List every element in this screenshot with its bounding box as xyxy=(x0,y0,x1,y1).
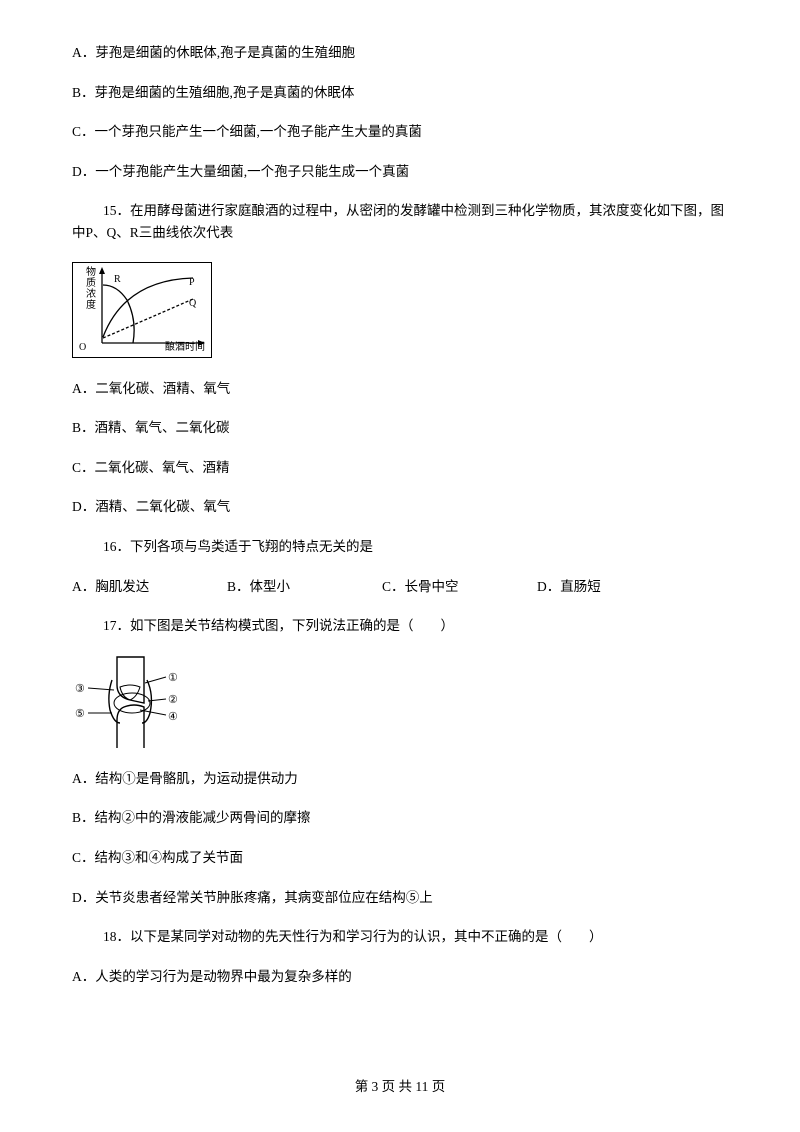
q16-option-b: B．体型小 xyxy=(227,576,382,598)
q15-option-c: C．二氧化碳、氧气、酒精 xyxy=(72,457,728,479)
q14-option-a: A．芽孢是细菌的休眠体,孢子是真菌的生殖细胞 xyxy=(72,42,728,64)
q17-option-d: D．关节炎患者经常关节肿胀疼痛，其病变部位应在结构⑤上 xyxy=(72,887,728,909)
page-content: A．芽孢是细菌的休眠体,孢子是真菌的生殖细胞 B．芽孢是细菌的生殖细胞,孢子是真… xyxy=(0,0,800,987)
q16-stem: 16．下列各项与鸟类适于飞翔的特点无关的是 xyxy=(72,536,728,558)
q16-option-d: D．直肠短 xyxy=(537,576,601,598)
joint-label-4: ④ xyxy=(168,709,178,727)
q16-option-a: A．胸肌发达 xyxy=(72,576,227,598)
graph-x-axis-label: 酿酒时间 xyxy=(165,340,205,356)
q15-graph: 物 质 浓 度 P Q R O 酿酒时间 xyxy=(72,262,212,358)
q14-option-c: C．一个芽孢只能产生一个细菌,一个孢子能产生大量的真菌 xyxy=(72,121,728,143)
graph-origin-label: O xyxy=(79,340,86,356)
q17-stem: 17．如下图是关节结构模式图，下列说法正确的是（ ） xyxy=(72,615,728,637)
page-footer: 第 3 页 共 11 页 xyxy=(0,1076,800,1098)
q18-option-a: A．人类的学习行为是动物界中最为复杂多样的 xyxy=(72,966,728,988)
q15-stem-text: 15．在用酵母菌进行家庭酿酒的过程中，从密闭的发酵罐中检测到三种化学物质，其浓度… xyxy=(72,200,728,243)
q17-option-a: A．结构①是骨骼肌，为运动提供动力 xyxy=(72,768,728,790)
q17-option-b: B．结构②中的滑液能减少两骨间的摩擦 xyxy=(72,807,728,829)
joint-label-5: ⑤ xyxy=(75,706,85,724)
q17-diagram: ① ② ④ ③ ⑤ xyxy=(72,655,207,750)
curve-r-label: R xyxy=(114,272,121,288)
q14-option-d: D．一个芽孢能产生大量细菌,一个孢子只能生成一个真菌 xyxy=(72,161,728,183)
joint-label-1: ① xyxy=(168,670,178,688)
joint-label-2: ② xyxy=(168,692,178,710)
q16-options: A．胸肌发达 B．体型小 C．长骨中空 D．直肠短 xyxy=(72,576,728,598)
q17-diagram-svg xyxy=(72,655,207,750)
q16-option-c: C．长骨中空 xyxy=(382,576,537,598)
curve-p-label: P xyxy=(189,275,195,291)
q15-option-b: B．酒精、氧气、二氧化碳 xyxy=(72,417,728,439)
q17-option-c: C．结构③和④构成了关节面 xyxy=(72,847,728,869)
q18-stem: 18．以下是某同学对动物的先天性行为和学习行为的认识，其中不正确的是（ ） xyxy=(72,926,728,948)
curve-q-label: Q xyxy=(189,296,196,312)
q15-option-a: A．二氧化碳、酒精、氧气 xyxy=(72,378,728,400)
q15-stem: 15．在用酵母菌进行家庭酿酒的过程中，从密闭的发酵罐中检测到三种化学物质，其浓度… xyxy=(72,200,728,243)
joint-label-3: ③ xyxy=(75,681,85,699)
q14-option-b: B．芽孢是细菌的生殖细胞,孢子是真菌的休眠体 xyxy=(72,82,728,104)
q15-option-d: D．酒精、二氧化碳、氧气 xyxy=(72,496,728,518)
